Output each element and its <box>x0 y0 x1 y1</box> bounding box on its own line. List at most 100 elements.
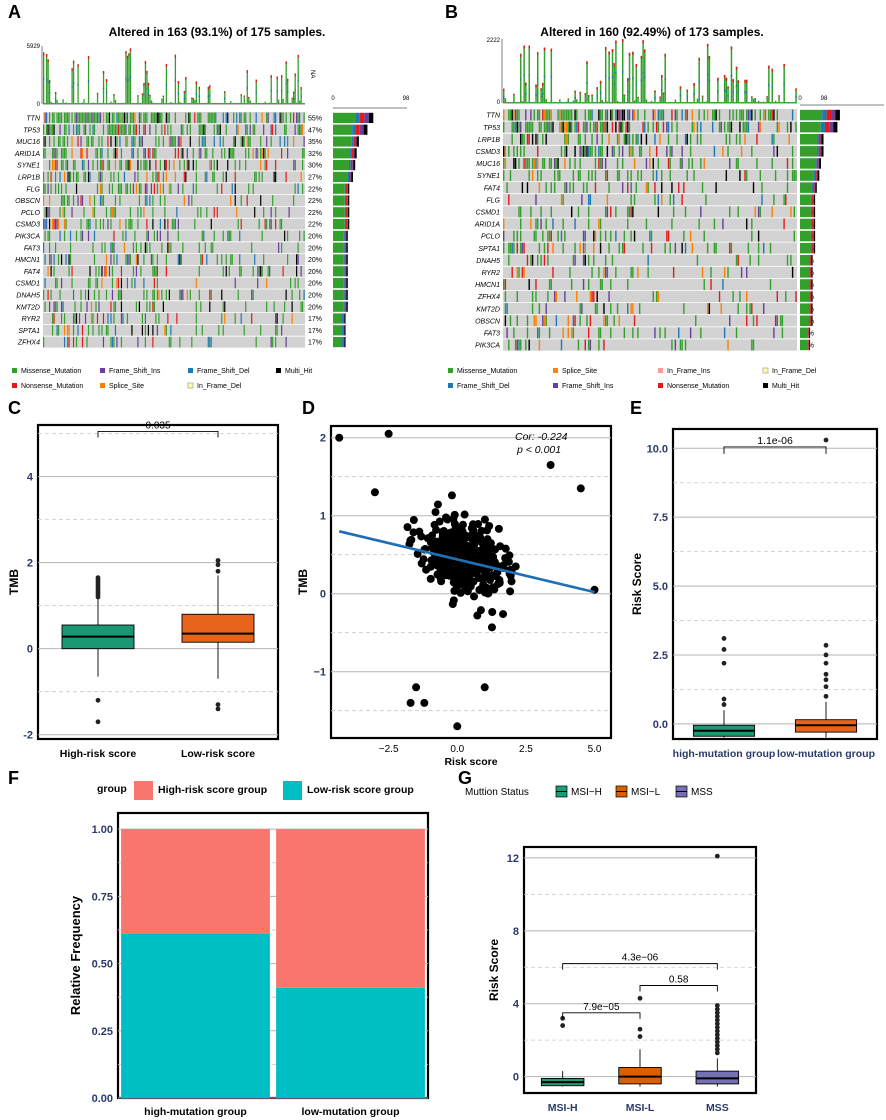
scatter-point <box>444 541 453 550</box>
gene-freq-segment <box>347 195 348 206</box>
mutation-cell <box>621 121 624 133</box>
mutation-cell <box>180 289 182 301</box>
mutation-cell <box>68 336 70 348</box>
mutation-cell <box>508 194 510 206</box>
tmb-bar-nonsense <box>599 80 602 84</box>
mutation-cell <box>263 148 265 159</box>
mutation-cell <box>776 315 779 327</box>
mutation-cell <box>143 254 145 265</box>
tmb-bar <box>221 103 223 104</box>
tmb-bar-nonsense <box>291 97 293 99</box>
mutation-cell <box>686 133 688 145</box>
mutation-cell <box>790 121 792 133</box>
mutation-cell <box>51 218 54 230</box>
mutation-cell <box>669 145 671 157</box>
mutation-cell <box>299 230 301 242</box>
mutation-cell <box>144 195 147 206</box>
mutation-cell <box>135 254 138 265</box>
mutation-cell <box>86 301 88 312</box>
mutation-cell <box>165 112 167 124</box>
tmb-bar-nonsense <box>771 68 774 72</box>
mutation-cell <box>54 242 57 253</box>
mutation-cell <box>81 112 84 124</box>
mutation-cell <box>674 109 677 121</box>
mutation-cell <box>131 148 133 159</box>
mutation-cell <box>137 336 139 348</box>
mutation-cell <box>657 206 660 218</box>
mutation-cell <box>562 121 564 133</box>
outlier-point <box>721 647 727 652</box>
mutation-cell <box>540 206 542 218</box>
tmb-bar-nonsense <box>621 39 624 43</box>
mutation-cell <box>44 148 46 159</box>
mutation-cell <box>781 315 784 327</box>
mutation-cell <box>761 194 763 206</box>
mutation-cell <box>239 112 241 124</box>
mutation-cell <box>533 230 535 242</box>
tmb-bar <box>734 102 736 103</box>
gene-freq-segment <box>343 278 345 289</box>
y-tick-label: 0 <box>27 644 33 656</box>
y-tick-label: 0 <box>513 1072 519 1084</box>
mutation-cell <box>263 207 265 218</box>
mutation-cell <box>615 121 617 133</box>
mutation-cell <box>513 158 515 169</box>
mutation-cell <box>618 315 620 327</box>
mutation-cell <box>757 121 760 133</box>
mutation-cell <box>645 133 648 145</box>
legend-label: MSS <box>691 787 713 798</box>
mutation-cell <box>689 133 692 145</box>
mutation-cell <box>50 124 52 135</box>
mutation-cell <box>519 145 522 157</box>
mutation-cell <box>156 230 158 242</box>
mutation-cell <box>299 124 301 135</box>
mutation-cell <box>146 301 148 312</box>
mutation-cell <box>162 136 164 147</box>
mutation-cell <box>574 254 576 266</box>
mutation-cell <box>143 277 145 289</box>
mutation-cell <box>104 266 106 277</box>
mutation-cell <box>144 159 147 171</box>
outlier-point <box>721 702 727 707</box>
mutation-cell <box>68 124 70 135</box>
tmb-bar <box>752 98 755 103</box>
mutation-cell <box>60 277 63 289</box>
mutation-cell <box>508 109 510 121</box>
mutation-cell <box>192 159 194 171</box>
mutation-cell <box>111 124 114 135</box>
mutation-cell <box>567 133 569 145</box>
mutation-cell <box>107 325 109 336</box>
mutation-cell <box>92 159 94 171</box>
mutation-cell <box>526 121 529 133</box>
mutation-cell <box>562 109 564 121</box>
mutation-cell <box>511 242 513 254</box>
mutation-cell <box>261 266 263 277</box>
tmb-bar <box>290 103 292 104</box>
gene-percent-hmcn1: 20% <box>308 257 322 264</box>
mutation-cell <box>120 124 123 135</box>
mutation-cell <box>218 325 220 336</box>
mutation-cell <box>790 206 792 218</box>
mutation-cell <box>110 218 112 230</box>
mutation-cell <box>93 112 96 124</box>
tmb-bar-nonsense <box>287 78 289 82</box>
mutation-cell <box>258 218 260 230</box>
mutation-cell <box>149 301 151 312</box>
mutation-cell <box>62 136 64 147</box>
outlier-point <box>560 1023 566 1028</box>
tmb-bar <box>287 78 289 104</box>
mutation-cell <box>603 121 605 133</box>
mutation-cell <box>557 158 559 169</box>
tmb-bar <box>749 102 751 103</box>
outlier-point <box>714 1025 720 1030</box>
mutation-cell <box>683 182 685 194</box>
tmb-bar <box>504 98 507 103</box>
gene-freq-segment <box>353 136 356 147</box>
mutation-cell <box>183 171 185 183</box>
mutation-cell <box>729 206 731 218</box>
gene-freq-segment <box>815 182 817 193</box>
gene-freq-segment <box>343 289 345 300</box>
tmb-bar-nonsense <box>149 94 151 97</box>
y-axis-title: Risk Score <box>630 553 644 615</box>
mutation-cell <box>227 159 229 171</box>
